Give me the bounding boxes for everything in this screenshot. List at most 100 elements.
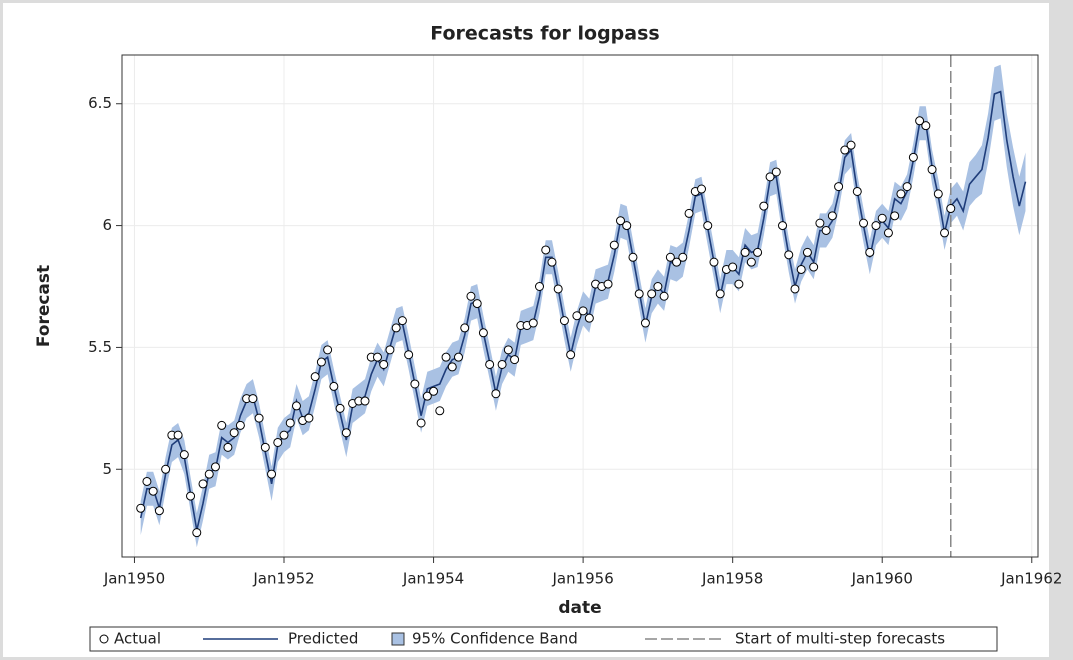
actual-marker — [341, 428, 351, 438]
actual-marker — [416, 418, 426, 428]
actual-marker — [372, 352, 382, 362]
actual-marker — [665, 252, 675, 262]
actual-marker — [267, 469, 277, 479]
actual-marker — [759, 201, 769, 211]
actual-marker — [329, 381, 339, 391]
actual-marker — [528, 318, 538, 328]
legend: Actual Predicted 95% Confidence Band Start … — [89, 626, 998, 652]
actual-marker — [460, 323, 470, 333]
actual-marker — [852, 186, 862, 196]
actual-marker — [323, 345, 333, 355]
actual-marker — [672, 257, 682, 267]
chart-title: Forecasts for logpass — [430, 23, 659, 45]
actual-marker — [940, 228, 950, 238]
actual-marker — [279, 430, 289, 440]
x-axis-title: date — [558, 598, 601, 618]
x-tick-label: Jan1950 — [103, 570, 165, 588]
actual-marker — [790, 284, 800, 294]
actual-marker — [715, 289, 725, 299]
actual-marker — [584, 313, 594, 323]
actual-marker — [834, 182, 844, 192]
legend-label: Actual — [114, 630, 161, 648]
actual-marker — [453, 352, 463, 362]
actual-marker — [933, 189, 943, 199]
actual-marker — [821, 225, 831, 235]
actual-marker — [304, 413, 314, 423]
actual-marker — [260, 442, 270, 452]
actual-marker — [908, 152, 918, 162]
actual-marker — [890, 211, 900, 221]
confidence-band — [140, 64, 1026, 548]
actual-marker — [291, 401, 301, 411]
actual-marker — [871, 221, 881, 231]
actual-marker — [472, 299, 482, 309]
actual-marker — [192, 528, 202, 538]
actual-marker — [422, 391, 432, 401]
actual-marker — [622, 221, 632, 231]
actual-marker — [771, 167, 781, 177]
plot-frame — [121, 54, 1039, 558]
actual-marker — [616, 216, 626, 226]
actual-marker — [746, 257, 756, 267]
actual-marker — [441, 352, 451, 362]
actual-marker — [640, 318, 650, 328]
actual-marker — [634, 289, 644, 299]
actual-marker — [335, 403, 345, 413]
x-tick-label: Jan1962 — [1000, 570, 1062, 588]
actual-marker — [653, 282, 663, 292]
actual-marker — [566, 350, 576, 360]
actual-marker — [678, 252, 688, 262]
actual-marker — [921, 121, 931, 131]
actual-marker — [603, 279, 613, 289]
actual-marker — [142, 476, 152, 486]
actual-marker — [809, 262, 819, 272]
actual-marker — [796, 264, 806, 274]
actual-marker — [285, 418, 295, 428]
actual-marker — [865, 247, 875, 257]
legend-label: Start of multi-step forecasts — [735, 630, 945, 648]
actual-marker — [478, 328, 488, 338]
actual-marker — [778, 221, 788, 231]
actual-marker — [148, 486, 158, 496]
actual-marker — [229, 428, 239, 438]
actual-marker — [647, 289, 657, 299]
actual-marker — [840, 145, 850, 155]
actual-marker — [902, 182, 912, 192]
actual-marker — [485, 359, 495, 369]
actual-marker — [316, 357, 326, 367]
actual-marker — [466, 291, 476, 301]
x-tick-label: Jan1960 — [851, 570, 913, 588]
actual-marker — [410, 379, 420, 389]
actual-marker — [360, 396, 370, 406]
actual-marker — [235, 420, 245, 430]
x-tick-label: Jan1954 — [402, 570, 464, 588]
actual-marker — [391, 323, 401, 333]
actual-marker — [628, 252, 638, 262]
actual-marker — [734, 279, 744, 289]
actual-marker — [877, 213, 887, 223]
actual-marker — [859, 218, 869, 228]
actual-marker — [173, 430, 183, 440]
actual-marker — [161, 464, 171, 474]
actual-marker — [609, 240, 619, 250]
actual-marker — [896, 189, 906, 199]
actual-marker — [491, 389, 501, 399]
actual-marker — [217, 420, 227, 430]
actual-marker — [578, 306, 588, 316]
actual-marker — [510, 355, 520, 365]
actual-marker — [534, 282, 544, 292]
actual-marker — [204, 469, 214, 479]
actual-marker — [572, 311, 582, 321]
actual-marker — [709, 257, 719, 267]
actual-marker — [186, 491, 196, 501]
actual-marker — [198, 479, 208, 489]
actual-marker — [883, 228, 893, 238]
actual-marker — [547, 257, 557, 267]
x-tick-label: Jan1956 — [551, 570, 613, 588]
actual-marker — [447, 362, 457, 372]
actual-marker — [503, 345, 513, 355]
actual-marker — [254, 413, 264, 423]
actual-marker — [223, 442, 233, 452]
actual-marker — [553, 284, 563, 294]
